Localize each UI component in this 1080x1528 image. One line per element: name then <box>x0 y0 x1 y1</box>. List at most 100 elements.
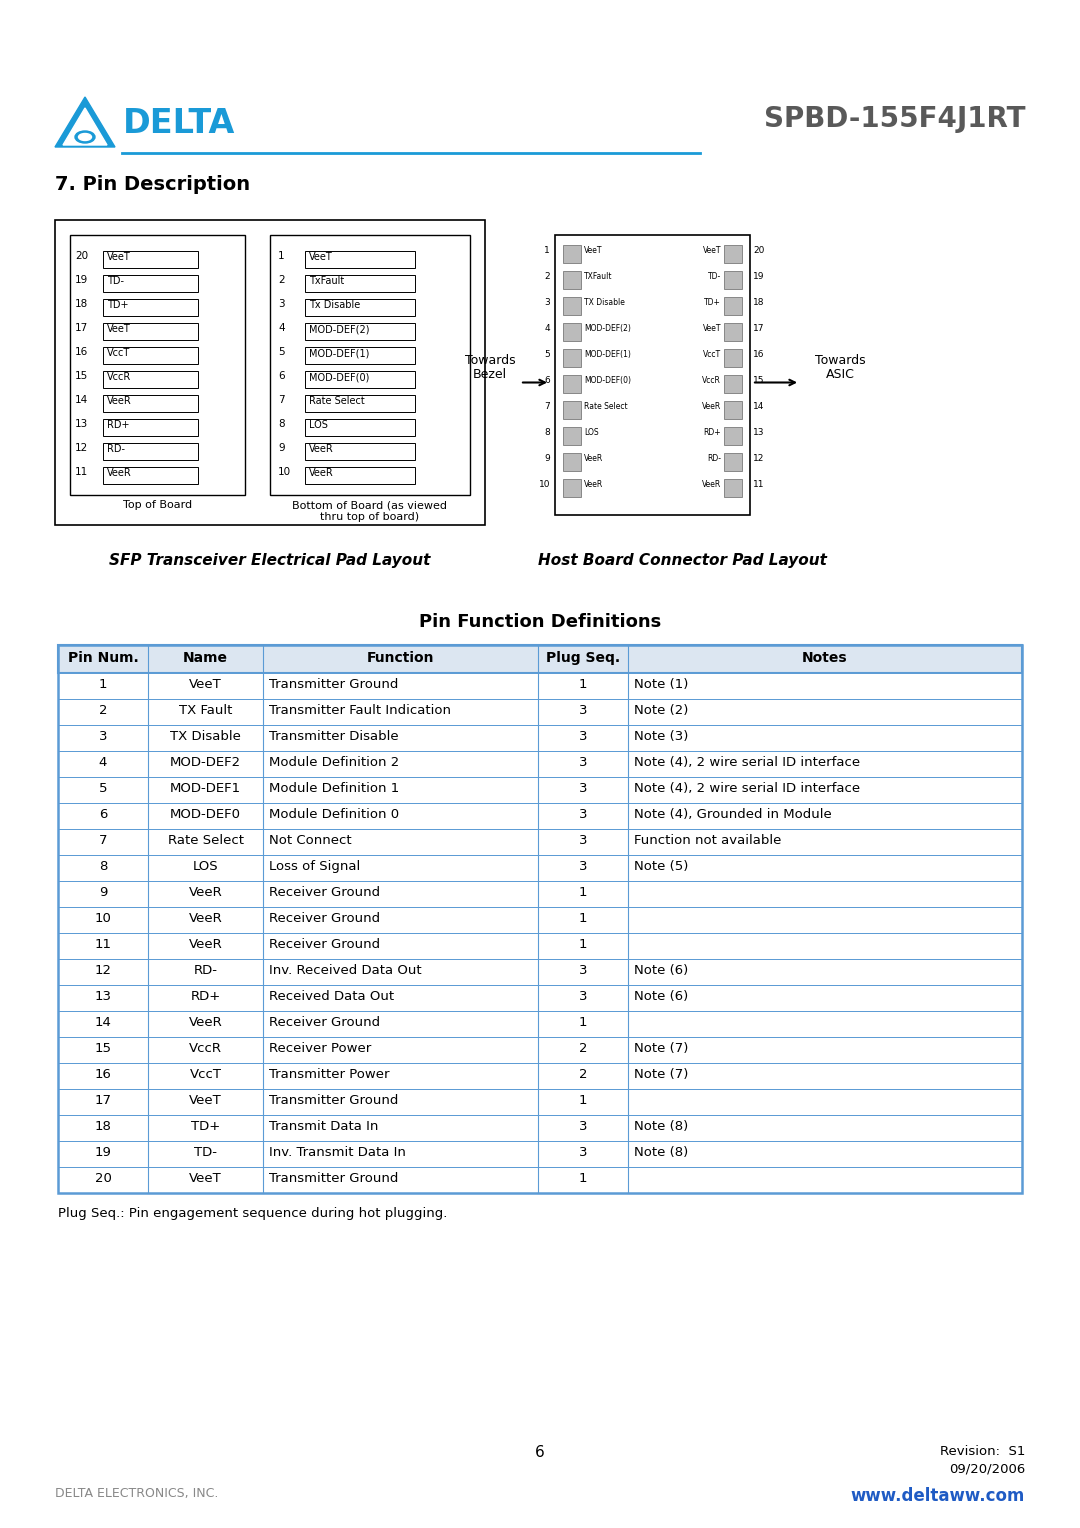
Text: TXFault: TXFault <box>584 272 612 281</box>
Bar <box>305 347 415 364</box>
Text: VeeT: VeeT <box>309 252 333 261</box>
Text: 3: 3 <box>579 860 588 872</box>
Text: Function: Function <box>367 651 434 665</box>
Text: 18: 18 <box>95 1120 111 1132</box>
Text: Note (8): Note (8) <box>634 1120 688 1132</box>
Text: 15: 15 <box>95 1042 111 1054</box>
Bar <box>563 426 581 445</box>
Text: 9: 9 <box>544 454 550 463</box>
Text: Module Definition 0: Module Definition 0 <box>269 808 400 821</box>
Text: 13: 13 <box>95 990 111 1002</box>
Bar <box>724 478 742 497</box>
Ellipse shape <box>75 131 95 144</box>
Text: LOS: LOS <box>584 428 598 437</box>
Text: VeeR: VeeR <box>189 886 222 898</box>
Bar <box>103 443 198 460</box>
Bar <box>58 750 1022 778</box>
Text: www.deltaww.com: www.deltaww.com <box>851 1487 1025 1505</box>
Text: 16: 16 <box>753 350 765 359</box>
Text: Function not available: Function not available <box>634 834 781 847</box>
Text: Towards
Bezel: Towards Bezel <box>464 353 515 382</box>
Text: 20: 20 <box>753 246 765 255</box>
Text: Rate Select: Rate Select <box>584 402 627 411</box>
Text: VccT: VccT <box>107 348 131 358</box>
Text: VeeR: VeeR <box>702 480 721 489</box>
Text: 1: 1 <box>579 1172 588 1186</box>
Text: 2: 2 <box>579 1068 588 1080</box>
Text: 8: 8 <box>544 428 550 437</box>
Text: 14: 14 <box>75 396 89 405</box>
Text: 3: 3 <box>579 704 588 717</box>
Bar <box>724 452 742 471</box>
Text: TD-: TD- <box>707 272 721 281</box>
Text: 6: 6 <box>544 376 550 385</box>
Text: 7: 7 <box>98 834 107 847</box>
Text: 17: 17 <box>75 322 89 333</box>
Text: VccR: VccR <box>702 376 721 385</box>
Text: DELTA ELECTRONICS, INC.: DELTA ELECTRONICS, INC. <box>55 1487 218 1500</box>
Text: Transmitter Power: Transmitter Power <box>269 1068 390 1080</box>
Text: 4: 4 <box>98 756 107 769</box>
Bar <box>563 374 581 393</box>
Text: 5: 5 <box>278 347 285 358</box>
Text: VeeR: VeeR <box>107 468 132 478</box>
Text: 1: 1 <box>579 1094 588 1106</box>
Text: 1: 1 <box>544 246 550 255</box>
Text: 1: 1 <box>579 938 588 950</box>
Text: 14: 14 <box>95 1016 111 1028</box>
Bar <box>58 1063 1022 1089</box>
Text: Plug Seq.: Plug Seq. <box>545 651 620 665</box>
Text: VeeR: VeeR <box>189 912 222 924</box>
Text: 10: 10 <box>278 468 292 477</box>
Text: 4: 4 <box>544 324 550 333</box>
Bar <box>103 251 198 267</box>
Bar <box>305 251 415 267</box>
Bar <box>724 374 742 393</box>
Text: TX Disable: TX Disable <box>584 298 625 307</box>
Text: MOD-DEF(0): MOD-DEF(0) <box>584 376 631 385</box>
Bar <box>58 804 1022 830</box>
Text: 18: 18 <box>753 298 765 307</box>
Bar <box>58 1089 1022 1115</box>
Text: 19: 19 <box>75 275 89 286</box>
Bar <box>58 986 1022 1012</box>
Text: 10: 10 <box>95 912 111 924</box>
Text: 1: 1 <box>278 251 285 261</box>
Text: SPBD-155F4J1RT: SPBD-155F4J1RT <box>764 105 1025 133</box>
Text: VeeT: VeeT <box>107 324 131 335</box>
Text: Note (7): Note (7) <box>634 1042 688 1054</box>
Text: 5: 5 <box>98 782 107 795</box>
Bar <box>58 1012 1022 1038</box>
Text: 2: 2 <box>579 1042 588 1054</box>
Text: 9: 9 <box>278 443 285 452</box>
Bar <box>103 347 198 364</box>
Text: Host Board Connector Pad Layout: Host Board Connector Pad Layout <box>538 553 827 568</box>
Text: Transmitter Ground: Transmitter Ground <box>269 678 399 691</box>
Bar <box>103 275 198 292</box>
Text: 3: 3 <box>579 1120 588 1132</box>
Text: Module Definition 1: Module Definition 1 <box>269 782 400 795</box>
Text: 3: 3 <box>98 730 107 743</box>
Text: RD+: RD+ <box>107 420 130 429</box>
Text: VeeR: VeeR <box>309 468 334 478</box>
Text: 19: 19 <box>95 1146 111 1160</box>
Text: 2: 2 <box>544 272 550 281</box>
Text: Name: Name <box>183 651 228 665</box>
Text: 3: 3 <box>278 299 285 309</box>
Text: 3: 3 <box>579 756 588 769</box>
Text: 6: 6 <box>535 1445 545 1459</box>
Text: 3: 3 <box>579 1146 588 1160</box>
Bar <box>58 908 1022 934</box>
Text: Pin Num.: Pin Num. <box>68 651 138 665</box>
Text: RD-: RD- <box>707 454 721 463</box>
Text: 12: 12 <box>75 443 89 452</box>
Text: Receiver Ground: Receiver Ground <box>269 912 380 924</box>
Text: Not Connect: Not Connect <box>269 834 352 847</box>
Text: 12: 12 <box>95 964 111 976</box>
Text: 09/20/2006: 09/20/2006 <box>948 1462 1025 1476</box>
Text: Note (8): Note (8) <box>634 1146 688 1160</box>
Text: 6: 6 <box>98 808 107 821</box>
Text: RD+: RD+ <box>190 990 220 1002</box>
Text: 5: 5 <box>544 350 550 359</box>
Bar <box>724 296 742 315</box>
